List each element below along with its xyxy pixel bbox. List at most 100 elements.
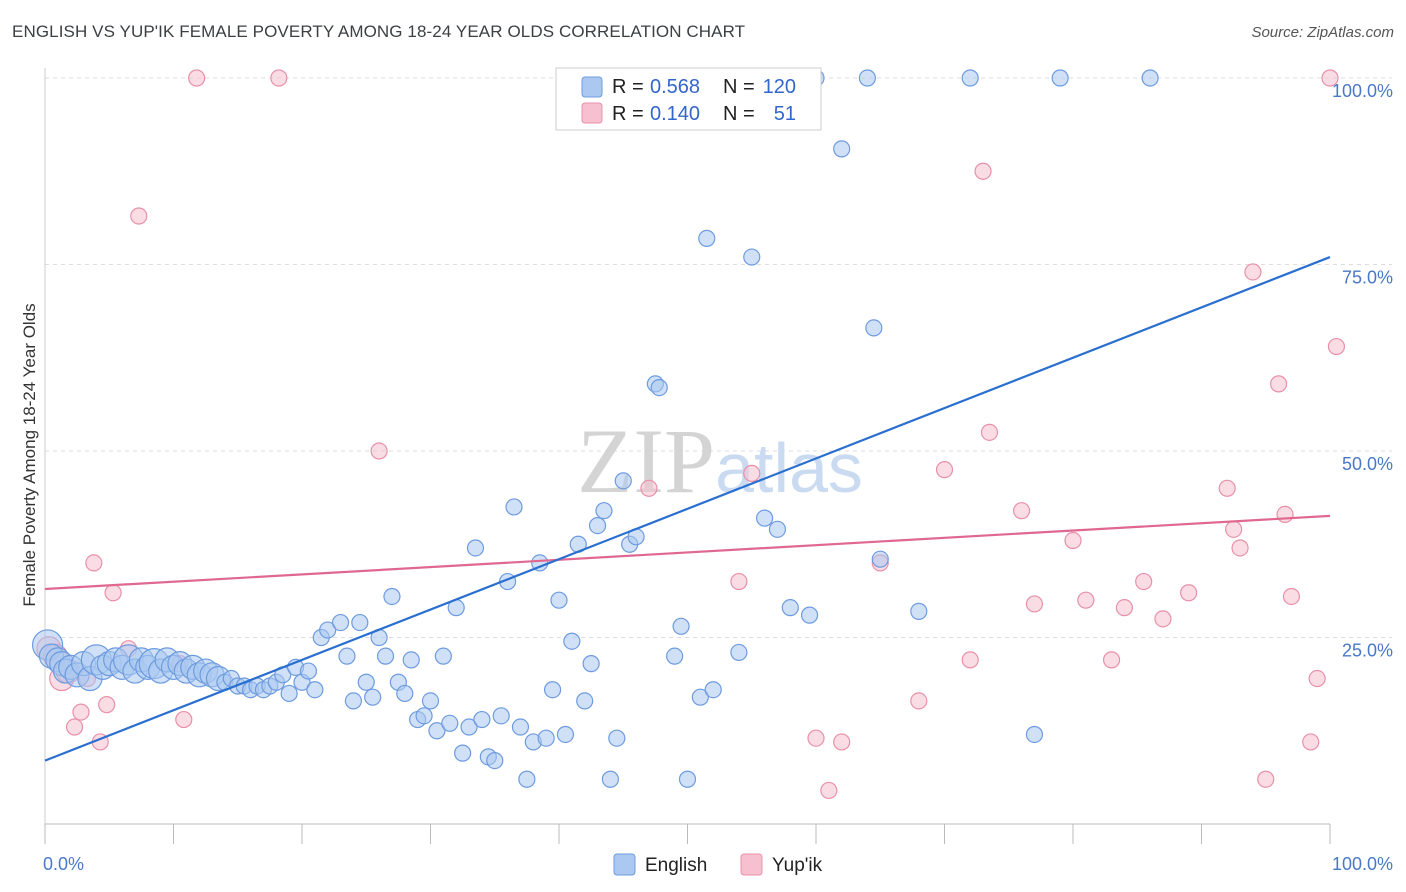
yupik-point [1012, 502, 1031, 520]
legend-swatch-yupik [581, 102, 603, 124]
y-axis-label: Female Poverty Among 18-24 Year Olds [20, 303, 39, 606]
english-point [543, 681, 562, 699]
yupik-point [72, 703, 90, 721]
yupik-point [935, 461, 954, 479]
y-tick-label: 50.0% [1342, 454, 1393, 474]
english-point [601, 770, 620, 788]
chart-title: ENGLISH VS YUP'IK FEMALE POVERTY AMONG 1… [12, 22, 746, 41]
legend-swatch-english [581, 76, 603, 98]
bottom-legend: English Yup'ik [613, 853, 823, 876]
english-point [871, 550, 889, 568]
yupik-point [1064, 531, 1082, 550]
yupik-point [130, 207, 148, 225]
english-point [280, 684, 298, 703]
bottom-legend-english: English [645, 855, 707, 876]
legend-n-yupik: 51 [774, 103, 796, 125]
yupik-point [1308, 669, 1326, 688]
yupik-point [1154, 610, 1172, 628]
english-point [441, 714, 459, 732]
english-point [454, 744, 472, 762]
bottom-legend-swatch-yupik [740, 853, 763, 876]
english-point [518, 770, 536, 788]
english-point [402, 651, 420, 669]
yupik-point [1302, 733, 1320, 751]
yupik-trend-line [44, 514, 1331, 591]
yupik-points [36, 69, 1346, 800]
english-point [492, 707, 510, 725]
yupik-point [1218, 479, 1236, 497]
english-point [961, 69, 979, 87]
english-point [351, 613, 369, 632]
yupik-point [1321, 69, 1339, 87]
yupik-point [640, 479, 658, 497]
english-point [755, 509, 774, 527]
english-point [691, 688, 709, 706]
legend-r-label: R = [612, 76, 644, 98]
english-point [800, 606, 819, 624]
english-point [486, 751, 504, 770]
english-point [1025, 725, 1044, 744]
english-point [833, 140, 851, 158]
english-point [299, 662, 318, 680]
english-point [344, 692, 362, 710]
english-point [595, 502, 613, 520]
english-point [678, 770, 697, 788]
legend-r-english: 0.568 [650, 76, 700, 98]
trend-lines [44, 256, 1331, 762]
yupik-point [1327, 337, 1346, 356]
english-point [704, 681, 722, 699]
yupik-point [104, 584, 122, 602]
yupik-point [1231, 539, 1249, 557]
english-point [319, 621, 337, 639]
english-point [768, 520, 787, 538]
english-point [563, 632, 581, 650]
yupik-point [65, 718, 84, 736]
yupik-point [1244, 263, 1262, 281]
yupik-point [85, 554, 103, 572]
english-point [858, 69, 877, 87]
yupik-point [910, 692, 928, 710]
yupik-point [1269, 375, 1288, 393]
axes [44, 68, 1331, 844]
english-point [331, 613, 350, 632]
yupik-point [1282, 587, 1301, 606]
yupik-point [188, 69, 206, 87]
english-point [421, 692, 440, 710]
yupik-point [270, 69, 288, 87]
english-point [415, 707, 433, 725]
yupik-point [1102, 651, 1121, 669]
x-tick-labels: 0.0% 100.0% [43, 854, 1393, 874]
yupik-point [1276, 505, 1294, 524]
english-point [666, 647, 684, 665]
english-point [1141, 69, 1159, 87]
yupik-point [980, 423, 999, 441]
yupik-point [1257, 770, 1275, 788]
yupik-point [974, 162, 992, 180]
english-trend-line [44, 256, 1331, 762]
english-point [743, 248, 761, 266]
english-point [614, 472, 632, 490]
yupik-point [1115, 599, 1134, 617]
english-point [781, 599, 799, 617]
yupik-point [807, 729, 825, 747]
english-point [698, 229, 716, 247]
english-point [550, 591, 568, 609]
watermark-zip: ZIP [577, 410, 715, 512]
yupik-point [730, 572, 748, 591]
english-point [383, 587, 401, 606]
english-point [338, 647, 356, 665]
english-point [466, 539, 485, 557]
bottom-legend-swatch-english [613, 853, 636, 876]
yupik-point [1180, 584, 1198, 602]
english-point [428, 722, 446, 740]
english-point [730, 643, 748, 662]
english-point [556, 725, 575, 744]
english-point [306, 681, 324, 699]
y-tick-label: 25.0% [1342, 641, 1393, 661]
english-point [473, 710, 491, 729]
english-point [865, 319, 883, 337]
x-tick-label: 100.0% [1332, 854, 1393, 874]
y-tick-labels: 25.0% 50.0% 75.0% 100.0% [1332, 81, 1393, 661]
english-point [537, 729, 555, 747]
bottom-legend-yupik: Yup'ik [772, 855, 823, 876]
